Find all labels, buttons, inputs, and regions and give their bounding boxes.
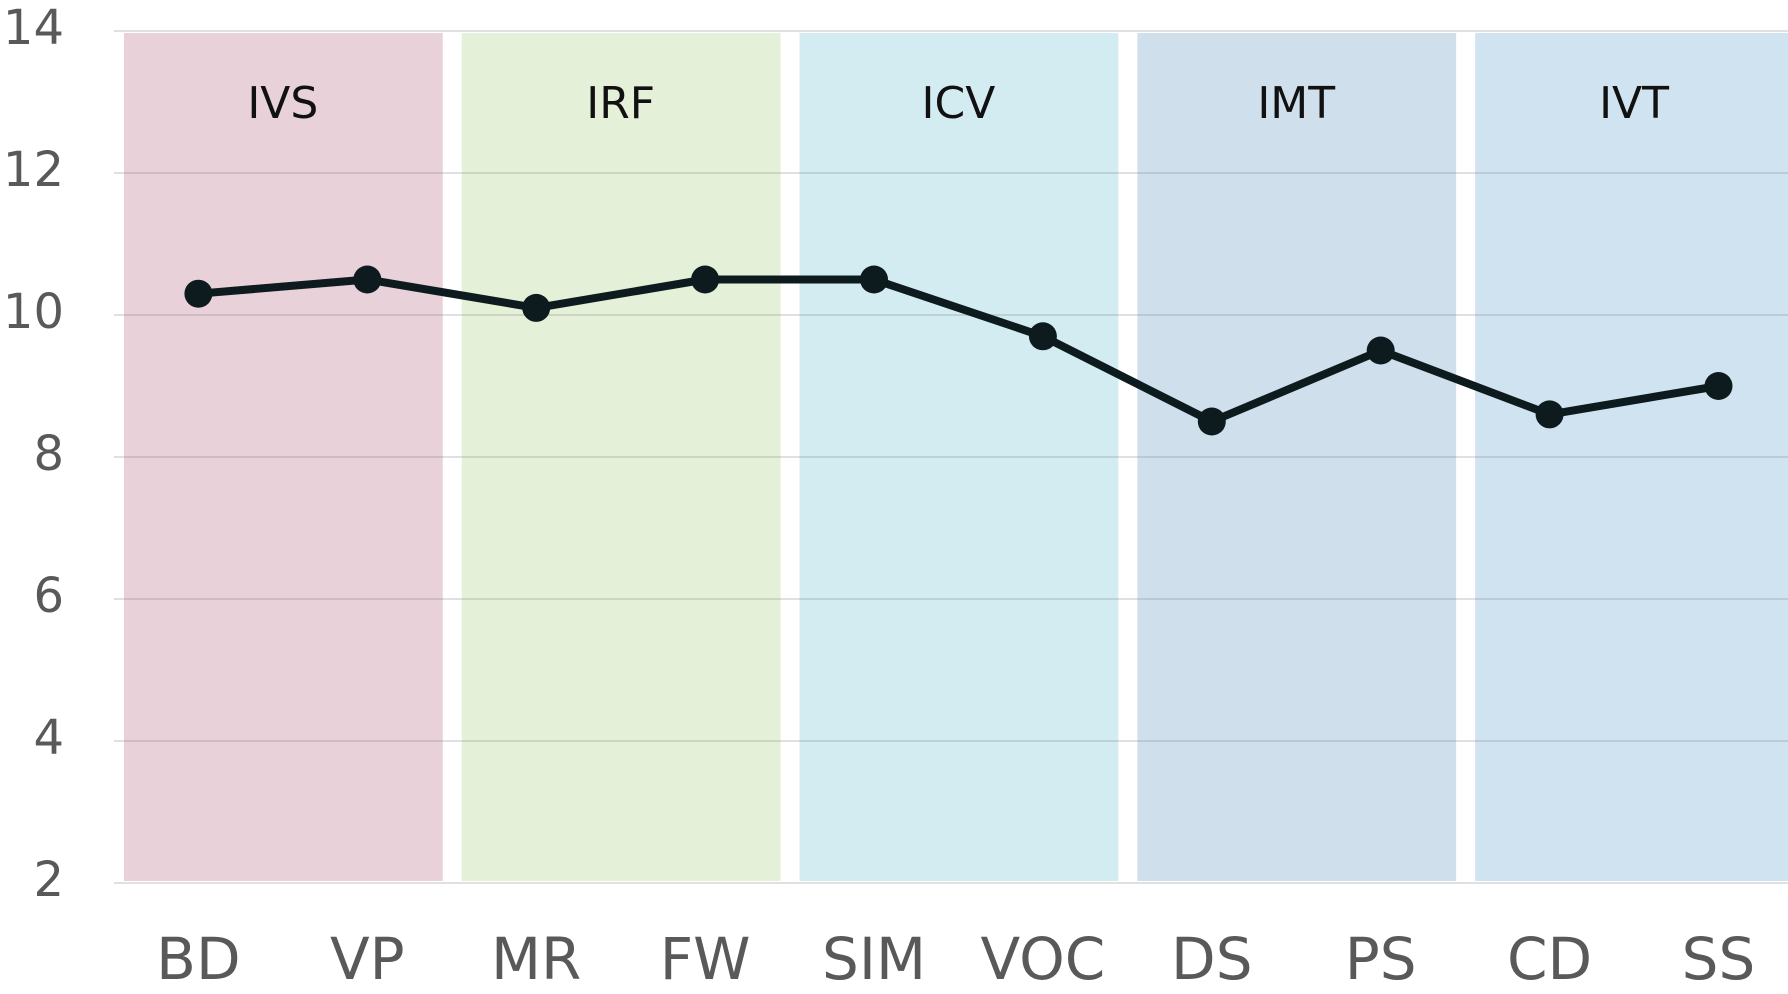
y-tick-label: 10 — [3, 284, 64, 340]
data-point — [1366, 336, 1395, 365]
data-point — [860, 265, 888, 294]
y-tick-label: 6 — [33, 568, 64, 624]
band — [123, 33, 443, 881]
data-point — [1535, 400, 1564, 429]
x-tick-label: DS — [1171, 925, 1252, 993]
band — [1137, 33, 1457, 881]
y-tick-label: 14 — [3, 0, 64, 56]
data-point — [1197, 407, 1226, 436]
band — [461, 33, 781, 881]
y-tick-label: 4 — [33, 710, 64, 766]
data-point — [522, 293, 551, 322]
x-tick-label: CD — [1507, 925, 1592, 993]
x-tick-label: SS — [1682, 925, 1756, 993]
x-tick-label: BD — [156, 925, 240, 993]
y-tick-label: 2 — [33, 852, 64, 908]
data-point — [184, 279, 213, 308]
data-point — [691, 265, 720, 294]
series-line — [198, 275, 1720, 426]
band-label: ICV — [922, 78, 996, 129]
band-label: IVS — [247, 78, 318, 129]
band-label: IMT — [1257, 78, 1335, 129]
x-tick-label: VOC — [980, 925, 1105, 993]
band — [799, 33, 1119, 881]
band-label: IRF — [586, 78, 655, 129]
y-tick-label: 8 — [33, 426, 64, 482]
y-tick-label: 12 — [3, 142, 64, 198]
band-label: IVT — [1599, 78, 1669, 129]
data-point — [1028, 322, 1057, 351]
x-tick-label: PS — [1345, 925, 1417, 993]
data-point — [353, 265, 382, 294]
data-point — [1704, 372, 1733, 400]
x-tick-label: FW — [660, 925, 751, 993]
x-tick-label: MR — [491, 925, 581, 993]
x-tick-label: VP — [330, 925, 405, 993]
band — [1475, 33, 1788, 881]
x-tick-label: SIM — [822, 925, 926, 993]
